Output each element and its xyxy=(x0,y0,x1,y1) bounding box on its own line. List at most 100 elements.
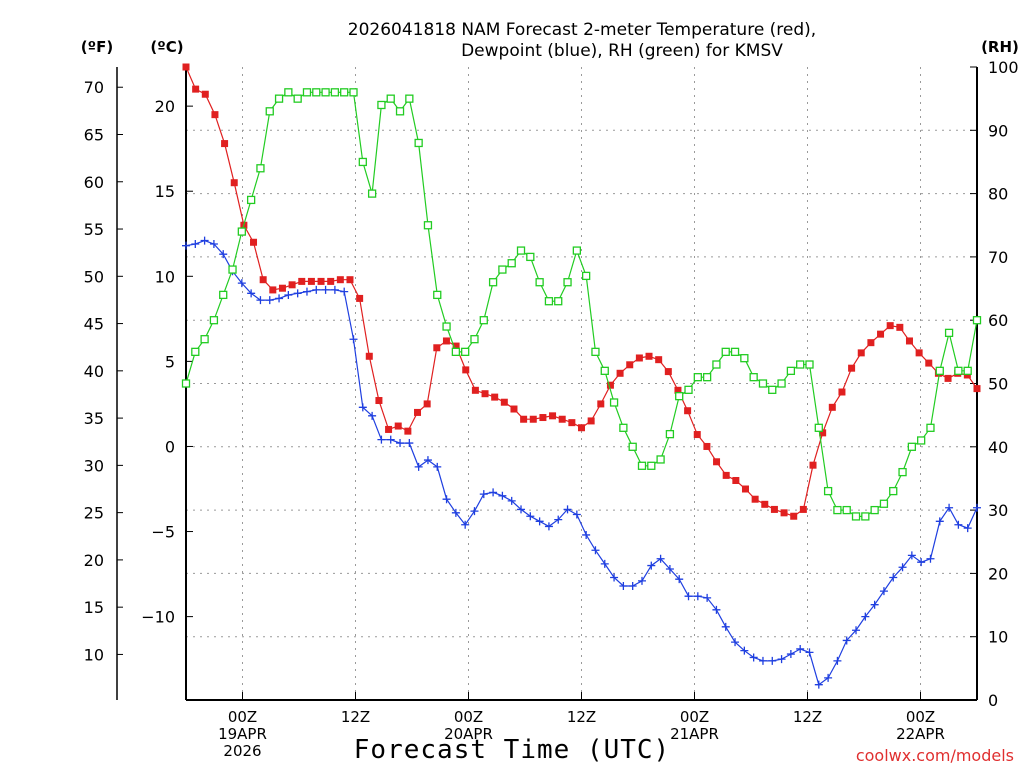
dewpoint-point xyxy=(693,592,702,601)
temperature-point xyxy=(587,417,595,425)
temperature-point xyxy=(288,281,296,289)
temperature-point xyxy=(404,427,412,435)
rh-point xyxy=(935,366,944,375)
fahrenheit-tick-label: 70 xyxy=(84,78,104,97)
temperature-point xyxy=(655,356,663,364)
temperature-point xyxy=(809,461,817,469)
rh-tick-label: 10 xyxy=(988,628,1008,647)
x-tick-label: 21APR xyxy=(670,725,719,743)
dewpoint-point xyxy=(703,593,712,602)
rh-point xyxy=(675,392,684,401)
rh-point xyxy=(535,278,544,287)
dewpoint-point xyxy=(396,439,405,448)
rh-point xyxy=(293,94,302,103)
x-tick-label: 20APR xyxy=(444,725,493,743)
dewpoint-point xyxy=(628,581,637,590)
dewpoint-point xyxy=(786,650,795,659)
chart-title-line2: Dewpoint (blue), RH (green) for KMSV xyxy=(461,41,783,61)
temperature-point xyxy=(250,238,258,246)
dewpoint-point xyxy=(926,554,935,563)
rh-point xyxy=(544,297,554,306)
dewpoint-point xyxy=(572,510,581,519)
rh-point xyxy=(907,442,917,451)
rh-point xyxy=(749,373,758,382)
fahrenheit-tick-label: 30 xyxy=(84,456,104,475)
rh-point xyxy=(312,88,321,97)
temperature-point xyxy=(259,276,267,284)
fahrenheit-tick-label: 40 xyxy=(84,362,104,381)
temperature-point xyxy=(327,277,335,285)
rh-tick-label: 30 xyxy=(988,501,1008,520)
temperature-point xyxy=(799,505,807,513)
rh-point xyxy=(768,385,777,394)
series-line-dewpoint xyxy=(185,239,978,686)
dewpoint-point xyxy=(535,517,544,526)
dewpoint-point xyxy=(935,517,944,526)
dewpoint-point xyxy=(675,575,684,584)
rh-point xyxy=(181,379,191,388)
temperature-point xyxy=(414,408,422,416)
fahrenheit-tick-label: 50 xyxy=(84,267,104,286)
dewpoint-point xyxy=(749,653,758,662)
dewpoint-point xyxy=(330,285,339,294)
rh-point xyxy=(516,246,526,255)
fahrenheit-tick-label: 15 xyxy=(84,598,104,617)
rh-point xyxy=(507,259,516,268)
temperature-point xyxy=(963,371,971,379)
temperature-point xyxy=(192,85,200,93)
dewpoint-point xyxy=(182,241,190,250)
temperature-point xyxy=(539,414,547,422)
temperature-point xyxy=(578,424,585,432)
x-tick-label: 19APR xyxy=(218,725,267,743)
rh-point xyxy=(451,347,461,357)
temperature-point xyxy=(645,352,653,360)
rh-point xyxy=(796,360,805,369)
dewpoint-point xyxy=(312,285,321,294)
temperature-point xyxy=(317,277,325,285)
dewpoint-point xyxy=(256,296,265,305)
dewpoint-point xyxy=(758,656,767,665)
rh-point xyxy=(349,88,358,97)
temperature-point xyxy=(481,390,489,398)
rh-point xyxy=(823,486,833,496)
rh-point xyxy=(423,221,433,230)
rh-point xyxy=(367,189,377,198)
dewpoint-point xyxy=(358,403,367,412)
dewpoint-point xyxy=(879,587,888,596)
temperature-point xyxy=(510,405,518,413)
dewpoint-point xyxy=(647,561,656,570)
dewpoint-point xyxy=(451,508,460,517)
temperature-point xyxy=(500,398,508,406)
rh-point xyxy=(591,347,600,357)
rh-point xyxy=(740,354,749,363)
fahrenheit-tick-label: 25 xyxy=(84,504,104,523)
celsius-tick-label: −5 xyxy=(151,523,175,542)
rh-tick-label: 20 xyxy=(988,564,1008,583)
dewpoint-point xyxy=(842,636,851,645)
dewpoint-point xyxy=(945,503,954,512)
temperature-point xyxy=(886,322,894,330)
rh-point xyxy=(814,423,823,432)
temperature-point xyxy=(269,286,277,294)
rh-point xyxy=(656,455,665,464)
x-tick-label: 00Z xyxy=(228,708,257,726)
dewpoint-point xyxy=(852,626,861,635)
dewpoint-point xyxy=(498,491,507,500)
rh-point xyxy=(246,195,256,205)
temperature-point xyxy=(520,415,528,423)
temperature-point xyxy=(925,359,933,367)
dewpoint-point xyxy=(489,488,498,497)
rh-point xyxy=(284,88,293,97)
temperature-point xyxy=(905,337,913,345)
rh-point xyxy=(944,328,954,338)
rh-point xyxy=(330,88,340,97)
dewpoint-point xyxy=(200,236,209,245)
grid-lines xyxy=(186,67,977,700)
dewpoint-point xyxy=(284,291,293,300)
temperature-point xyxy=(558,415,566,423)
rh-point xyxy=(498,265,507,274)
rh-point xyxy=(600,366,609,375)
dewpoint-point xyxy=(423,456,432,465)
temperature-point xyxy=(973,385,981,393)
rh-tick-label: 50 xyxy=(988,375,1008,394)
